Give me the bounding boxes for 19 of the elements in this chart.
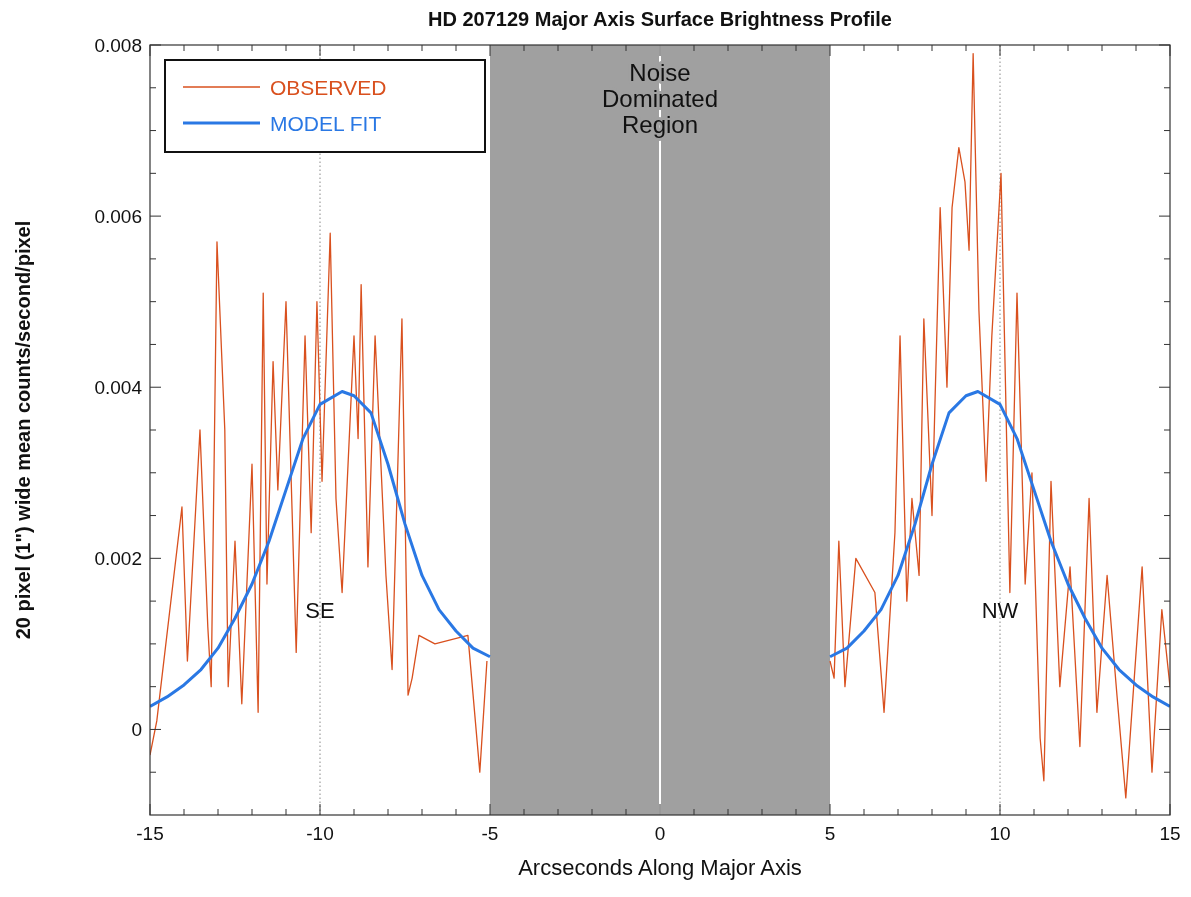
y-tick-label: 0.002	[94, 548, 142, 570]
y-tick-label: 0.006	[94, 206, 142, 228]
x-tick-label: 5	[824, 823, 836, 844]
x-tick-label: -15	[136, 823, 164, 844]
annotation: SE	[305, 598, 335, 624]
legend-label: MODEL FIT	[270, 112, 382, 135]
x-tick-label: -10	[306, 823, 334, 844]
x-tick-label: 0	[654, 823, 666, 844]
y-axis-title: 20 pixel (1") wide mean counts/second/pixel	[12, 220, 34, 640]
annotation: NW	[981, 598, 1019, 624]
y-tick-label: 0	[131, 719, 142, 741]
y-tick-label: 0.004	[94, 377, 143, 399]
legend-label: OBSERVED	[270, 76, 387, 99]
chart-title: HD 207129 Major Axis Surface Brightness Profile	[428, 8, 892, 30]
x-tick-label: -5	[481, 823, 499, 844]
x-axis-title: Arcseconds Along Major Axis	[518, 855, 802, 880]
y-tick-label: 0.008	[94, 35, 142, 56]
x-tick-label: 15	[1159, 823, 1181, 844]
x-tick-label: 10	[989, 823, 1011, 844]
